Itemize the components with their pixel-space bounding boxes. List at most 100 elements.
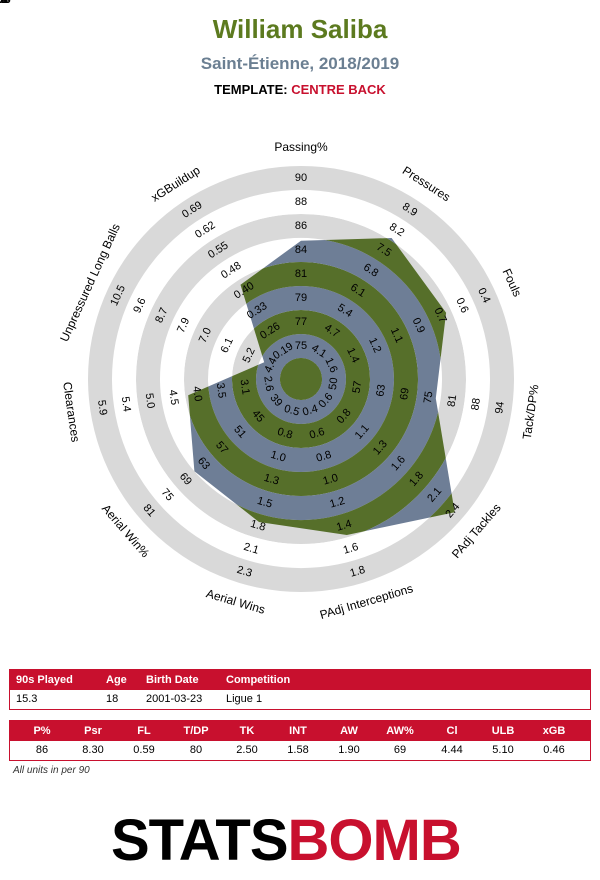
axis-5-tick-8: 2.0 [0,0,8,6]
axis-9-tick-3: 7.0 [197,326,214,345]
stats-value-interceptions: 1.58 [287,744,309,756]
info-value-90s: 15.3 [16,693,38,705]
axis-8-tick-0: 2.6 [261,375,275,392]
axis-0-tick-5: 86 [295,220,307,232]
info-value-competition: Ligue 1 [226,693,263,705]
stats-header-fouls: FL [137,725,151,737]
stats-header-xgb: xGB [542,725,566,737]
axis-8-tick-5: 5.0 [143,392,157,409]
axis-label-6: Aerial Wins [205,586,267,617]
axis-6-tick-1: 0.8 [276,426,294,442]
axis-5-tick-1: 0.6 [308,426,326,442]
statsbomb-logo: STATSBOMB [111,808,491,874]
logo-wordmark: STATSBOMB [111,808,462,874]
team-season: Saint-Étienne, 2018/2019 [200,54,400,73]
axis-0-tick-0: 75 [295,340,307,352]
axis-5-tick-3: 1.0 [322,472,340,488]
radar-value-ring-2 [232,310,370,448]
stats-header-tackle-dp: T/DP [183,725,209,737]
axis-8-tick-3: 4.0 [190,385,204,402]
info-header-competition: Competition [226,674,291,686]
axis-2-tick-0: 1.6 [322,356,339,375]
axis-8-tick-1: 3.1 [238,379,252,396]
player-name: William Saliba [212,14,388,44]
axis-5-tick-4: 1.2 [328,495,346,511]
axis-5-tick-0: 0.4 [301,403,319,419]
axis-8-tick-7: 5.9 [95,399,109,416]
logo-stats-text: STATS [111,808,289,873]
stats-header-interceptions: INT [289,725,307,737]
axis-0-tick-6: 88 [295,196,307,208]
stats-header-aerial-win-pct: AW% [386,725,414,737]
axis-3-tick-0: 50 [327,377,341,391]
axis-label-3: Tack/DP% [520,383,542,440]
axis-9-tick-5: 8.7 [153,306,170,325]
axis-0-tick-2: 79 [295,292,307,304]
stats-header-ulb: ULB [491,725,515,737]
axis-0-tick-7: 90 [295,172,307,184]
axis-4-tick-8: 2.6 [0,0,8,6]
axis-6-tick-6: 2.1 [242,541,260,557]
axis-2-tick-5: 0.7 [432,306,449,325]
axis-1-tick-8: 9.6 [0,0,8,6]
info-header-birth-date: Birth Date [146,674,199,686]
axis-label-2: Fouls [500,266,525,299]
axis-0-tick-1: 77 [295,316,307,328]
axis-10-tick-8: 0.76 [0,0,11,6]
info-header-age: Age [106,674,127,686]
axis-6-tick-8: 2.6 [0,0,8,6]
axis-6-tick-7: 2.3 [235,564,253,580]
axis-3-tick-4: 75 [422,390,436,404]
template-name: CENTRE BACK [291,82,386,97]
axis-9-tick-1: 5.2 [241,346,258,365]
axis-8-tick-4: 4.5 [166,389,180,406]
units-note: All units in per 90 [13,765,90,776]
stats-header-clearances: Cl [446,725,458,737]
axis-8-tick-6: 5.4 [119,396,133,413]
stats-header-pressures: Psr [84,725,102,737]
stats-header-aerial-wins: AW [340,725,358,737]
radar-chart: 757779818486889093Passing%4.14.75.46.16.… [0,0,542,622]
axis-9-tick-4: 7.9 [175,316,192,335]
axis-5-tick-5: 1.4 [335,518,353,534]
axis-2-tick-4: 0.9 [410,316,427,335]
info-value-birth-date: 2001-03-23 [146,693,203,705]
stats-value-aerial-win-pct: 69 [393,744,407,756]
axis-0-tick-3: 81 [295,268,307,280]
axis-3-tick-2: 63 [374,384,388,398]
axis-6-tick-3: 1.3 [262,472,280,488]
template-line: TEMPLATE: CENTRE BACK [0,82,600,97]
axis-0-tick-4: 84 [295,244,307,256]
axis-0-tick-8: 93 [0,0,6,6]
stats-value-tackle-dp: 80 [189,744,203,756]
axis-8-tick-8: 6.4 [0,0,8,6]
axis-9-tick-0: 4.4 [262,356,279,375]
axis-3-tick-5: 81 [446,394,460,408]
axis-9-tick-6: 9.6 [131,296,148,315]
radar-value-ring-1 [256,334,346,424]
axis-5-tick-6: 1.6 [342,541,360,557]
stats-value-pressures: 8.30 [82,744,104,756]
stats-value-passing: 86 [35,744,49,756]
axis-3-tick-8: 100 [0,0,9,6]
stats-value-xgb: 0.46 [543,744,565,756]
axis-6-tick-2: 1.0 [269,449,287,465]
axis-5-tick-2: 0.8 [315,449,333,465]
stats-value-aerial-wins: 1.90 [338,744,360,756]
stats-value-tackles: 2.50 [236,744,258,756]
stats-value-clearances: 4.44 [441,744,463,756]
stats-header-tackles: TK [239,725,255,737]
stats-value-ulb: 5.10 [492,744,514,756]
axis-2-tick-2: 1.2 [366,336,383,355]
axis-2-tick-6: 0.6 [453,296,470,315]
info-table: 90s Played Age Birth Date Competition 15… [9,669,591,710]
axis-2-tick-3: 1.1 [388,326,405,345]
stats-value-fouls: 0.59 [133,744,155,756]
info-table-row: 15.3 18 2001-03-23 Ligue 1 [10,690,590,709]
axis-3-tick-1: 57 [351,380,365,394]
template-label: TEMPLATE: [214,82,288,97]
radar-center-top [280,358,322,400]
axis-9-tick-2: 6.1 [219,336,236,355]
axis-8-tick-2: 3.5 [214,382,228,399]
axis-9-tick-8: 11.3 [0,0,10,6]
